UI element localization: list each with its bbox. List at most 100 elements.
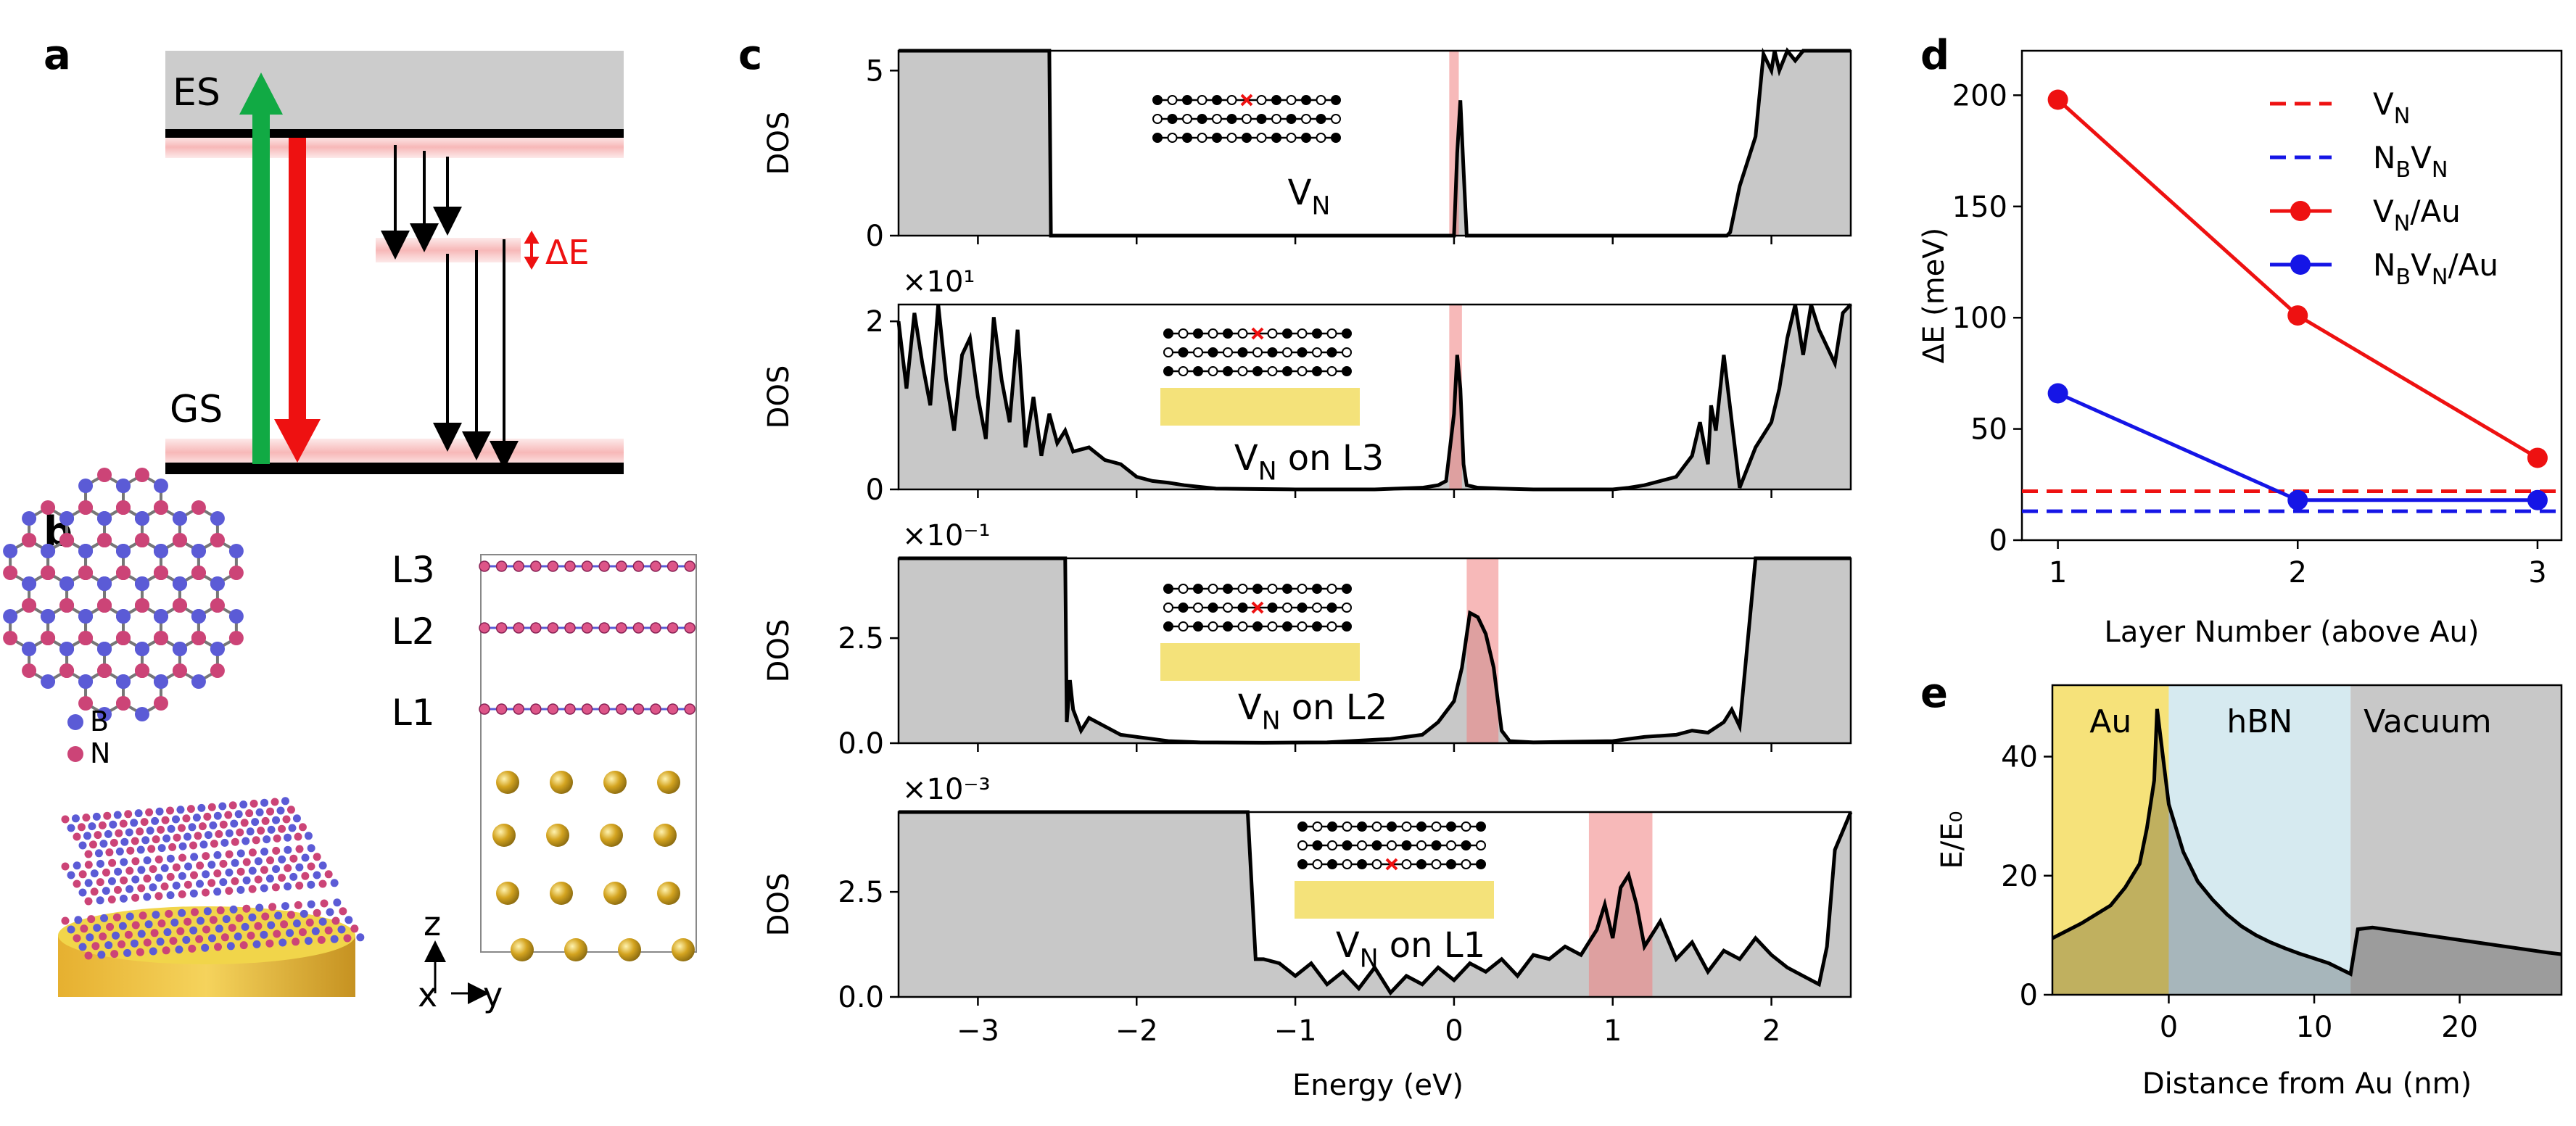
side-atom	[598, 560, 610, 572]
layer-atom	[236, 867, 245, 876]
layer-atom	[300, 909, 308, 918]
layer-atom	[239, 800, 248, 809]
hbn-top-view-lattice	[3, 468, 244, 721]
nitrogen-atom	[191, 500, 206, 515]
inset-atom	[1208, 584, 1218, 594]
layer-atom	[194, 832, 202, 840]
layer-atom	[307, 880, 315, 889]
layer-atom	[311, 927, 320, 935]
inset-atom	[1342, 366, 1352, 376]
layer-label-l3: L3	[392, 549, 435, 591]
inset-atom	[1267, 584, 1278, 594]
side-atom	[513, 703, 524, 715]
boron-atom	[41, 544, 56, 558]
layer-atom	[172, 881, 181, 890]
boron-atom	[116, 479, 131, 493]
excited-state-line	[165, 129, 624, 138]
inset-atom	[1223, 366, 1233, 376]
layer-atom	[67, 824, 75, 832]
boron-atom	[116, 609, 131, 624]
layer-atom	[178, 872, 186, 880]
layer-atom	[109, 820, 117, 829]
series-line	[2057, 392, 2538, 502]
layer-atom	[219, 859, 228, 868]
inset-atom	[1446, 859, 1456, 869]
inset-atom	[1242, 133, 1252, 143]
layer-atom	[272, 816, 281, 824]
layer-atom	[143, 893, 152, 901]
layer-atom	[137, 866, 146, 874]
layer-atom	[226, 942, 235, 951]
layer-atom	[130, 819, 139, 827]
x-tick-label: 3	[2528, 556, 2546, 589]
inset-atom	[1271, 133, 1281, 143]
layer-atom	[134, 809, 143, 818]
layer-atom	[195, 935, 204, 943]
side-atom	[684, 560, 695, 572]
inset-atom	[1237, 328, 1248, 339]
inset-atom	[1342, 328, 1352, 339]
side-atom	[684, 703, 695, 715]
inset-atom	[1163, 584, 1173, 594]
inset-atom	[1271, 114, 1281, 124]
layer-atom	[178, 890, 186, 898]
layer-atom	[107, 877, 116, 885]
y-tick-label: 200	[1952, 79, 2007, 112]
inset-atom	[1223, 621, 1233, 632]
inset-atom	[1256, 133, 1267, 143]
nitrogen-atom	[191, 631, 206, 645]
inset-atom	[1446, 821, 1456, 832]
inset-atom	[1197, 133, 1208, 143]
layer-atom	[317, 935, 326, 944]
layer-atom	[224, 811, 233, 819]
nitrogen-atom	[78, 631, 94, 645]
layer-atom	[94, 849, 103, 858]
inset-atom	[1371, 821, 1382, 832]
layer-atom	[88, 822, 96, 831]
layer-atom	[268, 903, 277, 911]
boron-atom	[172, 642, 187, 656]
layer-atom	[197, 803, 206, 812]
layer-atom	[255, 903, 264, 912]
panel-a-energy-diagram: ES GS ΔE	[165, 51, 624, 474]
layer-atom	[265, 939, 274, 948]
layer-atom	[278, 824, 286, 833]
layer-atom	[245, 809, 254, 818]
inset-atom	[1286, 133, 1297, 143]
inset-atom	[1297, 328, 1308, 339]
side-atom	[479, 703, 490, 715]
layer-atom	[103, 811, 112, 820]
layer-atom	[126, 846, 135, 855]
gold-atom	[603, 882, 627, 905]
side-atom	[479, 560, 490, 572]
layer-atom	[99, 840, 108, 848]
x-tick-label: 2	[2289, 556, 2307, 589]
layer-atom	[318, 861, 327, 870]
inset-atom	[1252, 621, 1263, 632]
nitrogen-atom	[78, 696, 94, 711]
layer-atom	[107, 895, 116, 904]
gold-atom	[657, 882, 680, 905]
layer-atom	[301, 853, 310, 862]
layer-atom	[260, 930, 268, 939]
layer-atom	[295, 863, 304, 872]
layer-atom	[248, 885, 257, 893]
layer-atom	[190, 853, 199, 861]
inset-gold-substrate	[1160, 388, 1360, 426]
dos-curve	[896, 303, 1852, 492]
inset-atom	[1312, 840, 1323, 850]
boron-atom	[210, 511, 225, 526]
x-tick-label: −3	[957, 1014, 999, 1048]
layer-atom	[214, 943, 222, 951]
layer-atom	[330, 879, 339, 887]
inset-atom	[1301, 133, 1311, 143]
inset-atom	[1297, 859, 1308, 869]
layer-atom	[166, 854, 175, 863]
layer-atom	[284, 833, 292, 842]
layer-atom	[318, 917, 327, 926]
relaxation-arrows	[381, 145, 519, 470]
layer-atom	[175, 945, 183, 954]
layer-atom	[136, 827, 144, 836]
inset-atom	[1312, 347, 1322, 357]
